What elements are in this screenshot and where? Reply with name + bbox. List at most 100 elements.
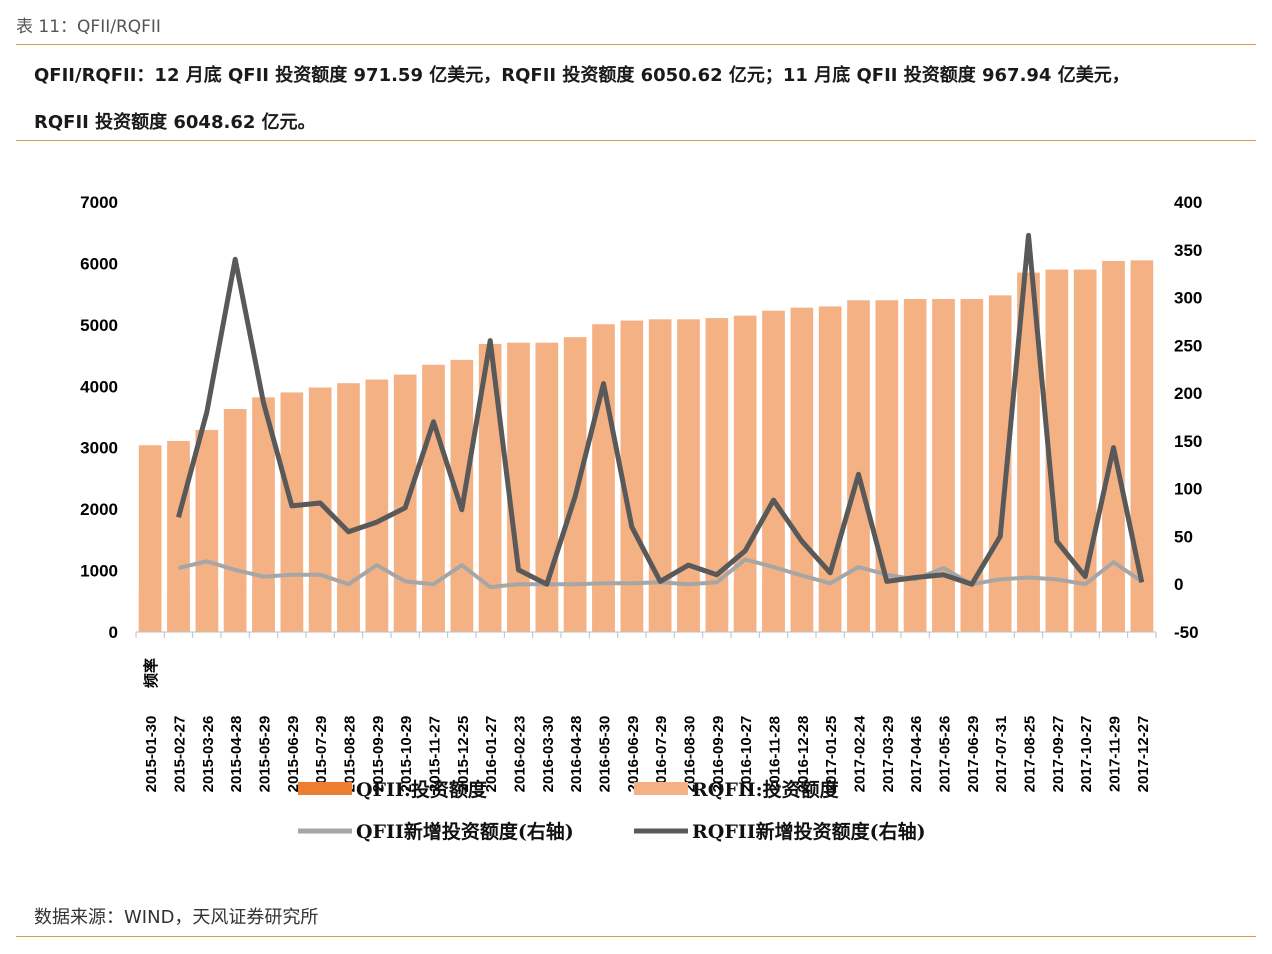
qfii-bar xyxy=(535,581,559,632)
qfii-bar xyxy=(733,579,757,632)
headline-line-1: QFII/RQFII：12 月底 QFII 投资额度 971.59 亿美元，RQ… xyxy=(34,65,1130,86)
rqfii-bar xyxy=(875,300,899,632)
qfii-bar xyxy=(1130,572,1154,632)
qfii-bar xyxy=(450,581,474,632)
x-tick-label: 2017-02-24 xyxy=(852,715,869,792)
qfii-bar xyxy=(648,581,672,632)
rqfii-bar xyxy=(1045,269,1069,632)
x-tick-label: 2015-03-26 xyxy=(200,716,217,793)
x-tick-label: 2015-10-29 xyxy=(398,716,415,793)
right-y-tick-label: 50 xyxy=(1174,527,1193,546)
right-y-tick-label: 0 xyxy=(1174,575,1183,594)
x-tick-label: 2017-01-25 xyxy=(823,716,840,793)
x-tick-label: 2017-05-26 xyxy=(937,716,954,793)
rqfii-bar xyxy=(507,342,530,632)
legend-rqfii-new-quota-label: RQFII新增投资额度(右轴) xyxy=(692,820,926,843)
legend-qfii-new-quota-label: QFII新增投资额度(右轴) xyxy=(356,820,574,843)
x-tick-label: 2017-07-31 xyxy=(993,716,1010,793)
rqfii-bar xyxy=(1130,260,1154,632)
right-y-tick-label: -50 xyxy=(1174,623,1199,642)
right-y-tick-label: 350 xyxy=(1174,241,1202,260)
x-tick-label: 2017-08-25 xyxy=(1022,716,1039,793)
headline-rule xyxy=(16,140,1256,141)
rqfii-bar xyxy=(847,300,870,632)
x-tick-label: 2015-01-30 xyxy=(143,716,160,793)
left-y-tick-label: 7000 xyxy=(80,193,118,212)
table-caption: 表 11：QFII/RQFII xyxy=(16,17,161,37)
rqfii-bar xyxy=(337,383,360,632)
x-tick-label: 2016-02-23 xyxy=(512,716,529,793)
qfii-bar xyxy=(790,578,814,632)
x-tick-label: 2015-02-27 xyxy=(172,716,189,793)
x-tick-label: 2015-12-25 xyxy=(455,716,472,793)
x-tick-label: 2015-04-28 xyxy=(228,716,245,793)
qfii-bar xyxy=(762,578,785,632)
right-y-tick-label: 200 xyxy=(1174,384,1202,403)
qfii-bar xyxy=(393,583,417,632)
qfii-bar xyxy=(195,587,219,632)
x-tick-label: 2015-07-29 xyxy=(313,716,330,793)
qfii-bar xyxy=(563,581,587,632)
qfii-bar xyxy=(1017,574,1040,632)
x-tick-label: 2016-10-27 xyxy=(738,716,755,793)
rqfii-bar xyxy=(1017,272,1040,632)
left-y-tick-label: 1000 xyxy=(80,562,118,581)
x-tick-label: 2016-08-30 xyxy=(682,716,699,793)
qfii-bar xyxy=(903,576,927,632)
qfii-bar xyxy=(280,585,304,632)
rqfii-bar xyxy=(903,299,927,632)
rqfii-bar xyxy=(478,343,502,632)
left-y-tick-label: 3000 xyxy=(80,439,118,458)
qfii-bar xyxy=(592,581,615,632)
rqfii-bar xyxy=(563,337,587,632)
left-y-tick-label: 0 xyxy=(109,623,118,642)
rqfii-bar xyxy=(620,320,644,632)
qfii-bar xyxy=(818,578,842,632)
qfii-bar xyxy=(478,581,502,632)
legend-qfii-quota-swatch xyxy=(298,782,352,795)
x-tick-label: 2017-06-29 xyxy=(965,716,982,793)
legend-rqfii-quota-swatch xyxy=(634,782,688,795)
qfii-bar xyxy=(932,575,955,632)
qfii-bars xyxy=(138,572,1154,632)
x-tick-label: 2016-11-28 xyxy=(767,716,784,792)
right-y-tick-label: 100 xyxy=(1174,480,1202,499)
rqfii-bar xyxy=(705,318,729,632)
qfii-bar xyxy=(960,575,984,632)
x-tick-label: 2015-05-29 xyxy=(257,716,274,793)
x-tick-label: 2015-11-27 xyxy=(427,716,444,792)
qfii-bar xyxy=(223,586,247,632)
qfii-bar xyxy=(507,581,530,632)
qfii-bar xyxy=(620,581,644,632)
rqfii-bar xyxy=(677,319,700,632)
x-tick-label: 2016-05-30 xyxy=(597,716,614,793)
qfii-bar xyxy=(705,581,729,632)
rqfii-bar xyxy=(648,319,672,632)
right-y-tick-label: 250 xyxy=(1174,336,1202,355)
qfii-bar xyxy=(1073,573,1097,632)
caption-rule xyxy=(16,44,1256,45)
qfii-bar xyxy=(422,583,445,632)
qfii-bar xyxy=(167,589,190,632)
legend: QFII:投资额度 RQFII:投资额度 QFII新增投资额度(右轴) RQFII新增… xyxy=(298,778,926,843)
rqfii-bar xyxy=(932,299,955,632)
x-tick-label: 2016-07-29 xyxy=(653,716,670,793)
rqfii-bar xyxy=(195,429,219,632)
x-tick-label: 2016-09-29 xyxy=(710,716,727,793)
x-tick-label: 2015-09-29 xyxy=(370,716,387,793)
x-tick-label: 2017-10-27 xyxy=(1078,716,1095,793)
left-y-tick-label: 6000 xyxy=(80,254,118,273)
legend-qfii-quota-label: QFII:投资额度 xyxy=(356,778,488,801)
qfii-bar xyxy=(1102,572,1125,632)
qfii-bar xyxy=(847,577,870,632)
rqfii-bar xyxy=(762,310,785,632)
data-source: 数据来源：WIND，天风证券研究所 xyxy=(34,907,319,928)
left-y-tick-label: 4000 xyxy=(80,377,118,396)
rqfii-new-quota-line xyxy=(176,232,1145,587)
footer-rule xyxy=(16,936,1256,937)
qfii-bar xyxy=(365,583,389,632)
lines xyxy=(176,232,1145,590)
qfii-bar xyxy=(875,576,899,632)
qfii-bar xyxy=(677,581,700,632)
